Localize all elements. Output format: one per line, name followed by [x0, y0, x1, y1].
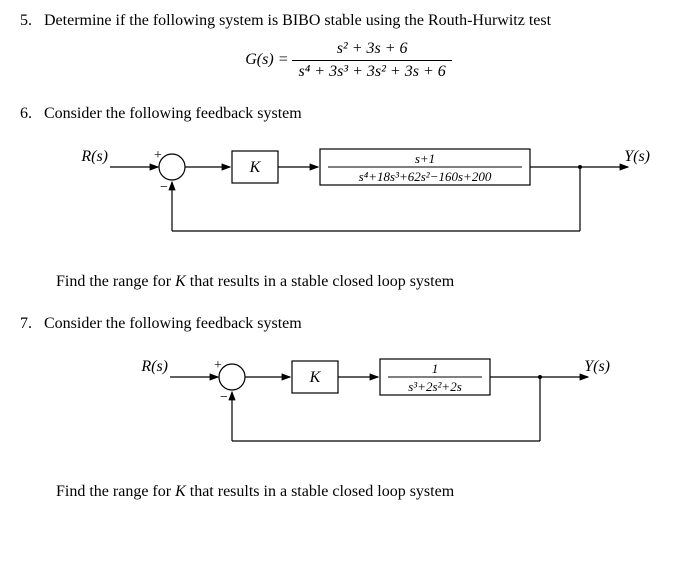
problem-5: 5. Determine if the following system is …: [20, 12, 677, 81]
problem-6-diagram: R(s) + − K s+1 s⁴+18s³+62s²−160s+200 Y(s…: [80, 139, 677, 259]
problem-5-text: Determine if the following system is BIB…: [44, 12, 677, 30]
problem-6: 6. Consider the following feedback syste…: [20, 105, 677, 291]
y-label-7: Y(s): [584, 358, 610, 375]
minus-sign-7: −: [220, 390, 228, 405]
plus-sign-7: +: [214, 358, 222, 373]
block-diagram-6: R(s) + − K s+1 s⁴+18s³+62s²−160s+200 Y(s…: [80, 139, 660, 259]
problem-6-sub: Find the range for K that results in a s…: [56, 273, 454, 290]
pickoff-node-icon-7: [538, 375, 542, 379]
problem-7: 7. Consider the following feedback syste…: [20, 315, 677, 501]
problem-6-header: 6. Consider the following feedback syste…: [20, 105, 677, 123]
r-label-7: R(s): [140, 358, 168, 375]
k-label-7: K: [309, 369, 322, 386]
tf-numerator: s+1: [415, 151, 435, 166]
problem-6-subtext: Find the range for K that results in a s…: [56, 273, 677, 291]
problem-5-equation: G(s) = s² + 3s + 6 s⁴ + 3s³ + 3s² + 3s +…: [20, 40, 677, 81]
eq-lhs: G(s) =: [245, 51, 292, 68]
problem-7-diagram: R(s) + − K 1 s³+2s²+2s Y(s): [140, 349, 677, 469]
k-label: K: [249, 159, 262, 176]
minus-sign: −: [160, 180, 168, 195]
problem-5-number: 5.: [20, 12, 38, 30]
tf-denominator: s⁴+18s³+62s²−160s+200: [359, 169, 492, 184]
summing-junction-icon: [159, 154, 185, 180]
plus-sign: +: [154, 148, 162, 163]
problem-7-subtext: Find the range for K that results in a s…: [56, 483, 677, 501]
problem-6-number: 6.: [20, 105, 38, 123]
problem-7-text: Consider the following feedback system: [44, 315, 677, 333]
eq-denominator: s⁴ + 3s³ + 3s² + 3s + 6: [292, 61, 451, 81]
tf-numerator-7: 1: [432, 361, 439, 376]
problem-7-number: 7.: [20, 315, 38, 333]
eq-numerator: s² + 3s + 6: [292, 40, 451, 61]
y-label: Y(s): [624, 148, 650, 165]
problem-6-text: Consider the following feedback system: [44, 105, 677, 123]
r-label: R(s): [80, 148, 108, 165]
pickoff-node-icon: [578, 165, 582, 169]
problem-7-header: 7. Consider the following feedback syste…: [20, 315, 677, 333]
eq-fraction: s² + 3s + 6 s⁴ + 3s³ + 3s² + 3s + 6: [292, 40, 451, 81]
problem-5-header: 5. Determine if the following system is …: [20, 12, 677, 30]
tf-denominator-7: s³+2s²+2s: [408, 379, 462, 394]
problem-7-sub: Find the range for K that results in a s…: [56, 483, 454, 500]
summing-junction-icon-7: [219, 364, 245, 390]
block-diagram-7: R(s) + − K 1 s³+2s²+2s Y(s): [140, 349, 640, 469]
